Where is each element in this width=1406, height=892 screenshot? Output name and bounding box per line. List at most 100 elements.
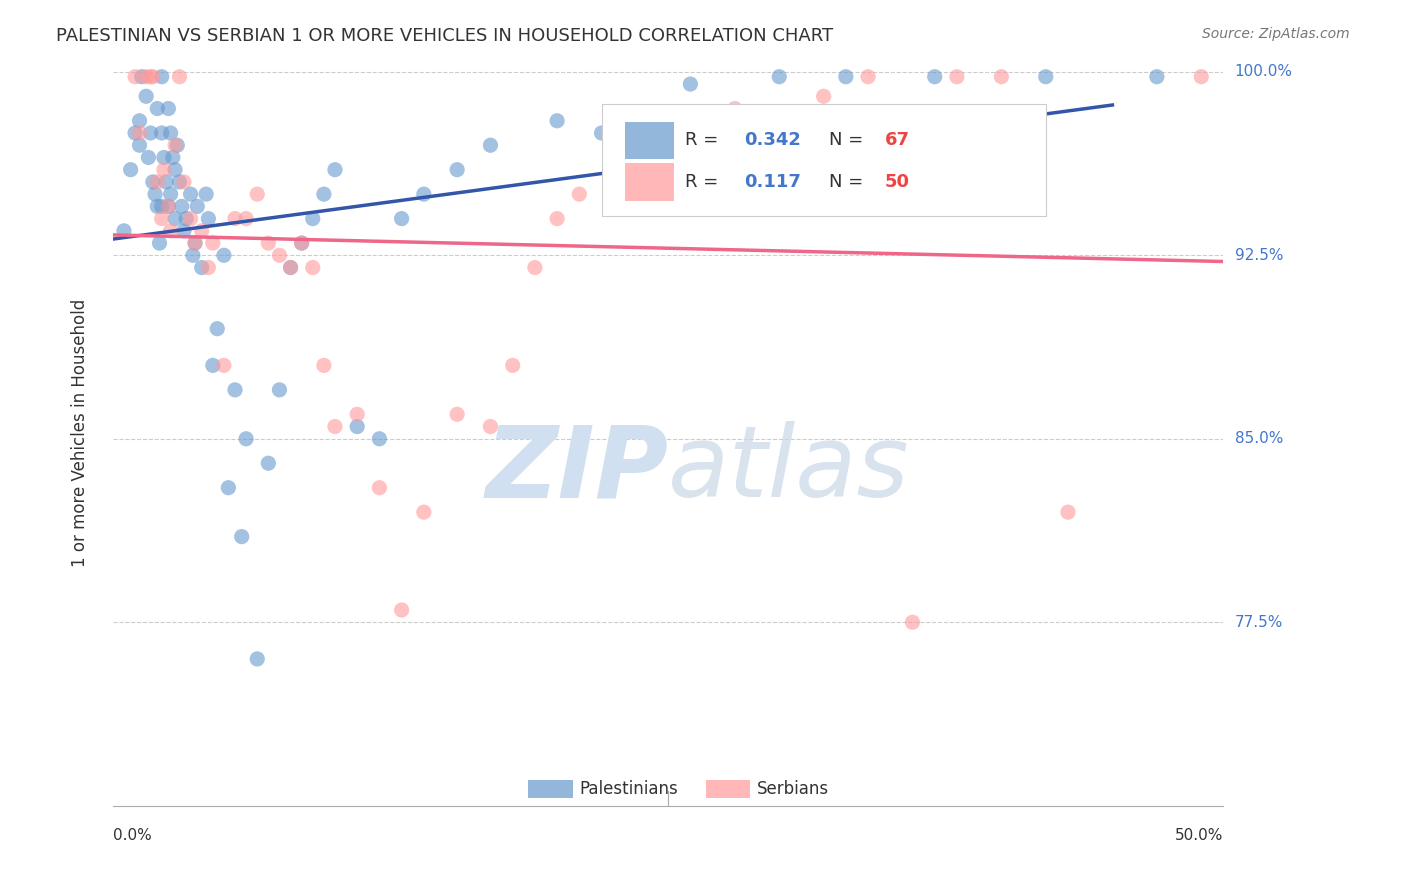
- Point: [143, 187, 166, 202]
- Text: PALESTINIAN VS SERBIAN 1 OR MORE VEHICLES IN HOUSEHOLD CORRELATION CHART: PALESTINIAN VS SERBIAN 1 OR MORE VEHICLE…: [56, 27, 834, 45]
- Point: [159, 187, 181, 202]
- FancyBboxPatch shape: [624, 121, 673, 159]
- Point: [166, 138, 188, 153]
- Point: [502, 359, 524, 373]
- Point: [924, 70, 946, 84]
- Text: 92.5%: 92.5%: [1234, 248, 1284, 263]
- Point: [150, 126, 173, 140]
- Text: 0.117: 0.117: [744, 173, 800, 191]
- Point: [679, 77, 702, 91]
- Point: [184, 236, 207, 251]
- Text: 50: 50: [884, 173, 910, 191]
- Point: [1189, 70, 1212, 84]
- Text: 0.342: 0.342: [744, 131, 800, 149]
- Point: [128, 138, 150, 153]
- Point: [139, 70, 162, 84]
- Point: [657, 126, 679, 140]
- Point: [280, 260, 302, 275]
- Point: [591, 126, 613, 140]
- Point: [159, 126, 181, 140]
- Point: [768, 70, 790, 84]
- Text: 67: 67: [884, 131, 910, 149]
- Point: [479, 138, 502, 153]
- Point: [150, 199, 173, 213]
- Text: 50.0%: 50.0%: [1175, 828, 1223, 843]
- Text: R =: R =: [685, 173, 730, 191]
- Point: [197, 260, 219, 275]
- Point: [159, 224, 181, 238]
- Point: [346, 407, 368, 421]
- Point: [138, 151, 160, 165]
- Point: [224, 383, 246, 397]
- Point: [128, 126, 150, 140]
- Point: [174, 211, 197, 226]
- Point: [128, 113, 150, 128]
- Point: [546, 211, 568, 226]
- Point: [391, 603, 413, 617]
- Point: [1035, 70, 1057, 84]
- Point: [217, 481, 239, 495]
- Point: [201, 236, 224, 251]
- Text: N =: N =: [830, 173, 869, 191]
- Point: [231, 530, 253, 544]
- Point: [1146, 70, 1168, 84]
- Point: [391, 211, 413, 226]
- Point: [323, 419, 346, 434]
- Y-axis label: 1 or more Vehicles in Household: 1 or more Vehicles in Household: [72, 299, 89, 566]
- Text: Source: ZipAtlas.com: Source: ZipAtlas.com: [1202, 27, 1350, 41]
- Point: [523, 260, 546, 275]
- Point: [291, 236, 314, 251]
- Point: [301, 211, 323, 226]
- Text: atlas: atlas: [668, 421, 910, 518]
- Point: [146, 175, 169, 189]
- Point: [346, 419, 368, 434]
- Text: N =: N =: [830, 131, 869, 149]
- Point: [146, 102, 169, 116]
- Point: [169, 175, 191, 189]
- FancyBboxPatch shape: [624, 163, 673, 201]
- Point: [162, 151, 184, 165]
- FancyBboxPatch shape: [706, 780, 751, 797]
- Point: [246, 652, 269, 666]
- Point: [446, 162, 468, 177]
- Point: [323, 162, 346, 177]
- Point: [201, 359, 224, 373]
- Point: [479, 419, 502, 434]
- Point: [148, 236, 170, 251]
- Point: [142, 175, 165, 189]
- Point: [173, 175, 195, 189]
- Point: [173, 224, 195, 238]
- Point: [186, 199, 208, 213]
- Point: [157, 199, 180, 213]
- Point: [150, 70, 173, 84]
- Point: [312, 359, 335, 373]
- Point: [131, 70, 153, 84]
- Point: [190, 260, 212, 275]
- Point: [546, 113, 568, 128]
- Point: [197, 211, 219, 226]
- Point: [120, 162, 142, 177]
- Text: R =: R =: [685, 131, 724, 149]
- Point: [224, 211, 246, 226]
- Point: [212, 248, 235, 262]
- Point: [901, 615, 924, 630]
- Point: [246, 187, 269, 202]
- Point: [155, 175, 177, 189]
- Point: [139, 126, 162, 140]
- Point: [412, 187, 434, 202]
- Point: [368, 432, 391, 446]
- Point: [368, 481, 391, 495]
- Point: [269, 383, 291, 397]
- Text: 77.5%: 77.5%: [1234, 615, 1282, 630]
- Point: [301, 260, 323, 275]
- Point: [124, 126, 146, 140]
- Point: [184, 236, 207, 251]
- Point: [235, 432, 257, 446]
- Text: ZIP: ZIP: [485, 421, 668, 518]
- Point: [212, 359, 235, 373]
- Point: [180, 211, 202, 226]
- Point: [163, 162, 186, 177]
- Point: [269, 248, 291, 262]
- Point: [257, 456, 280, 470]
- Text: 0.0%: 0.0%: [112, 828, 152, 843]
